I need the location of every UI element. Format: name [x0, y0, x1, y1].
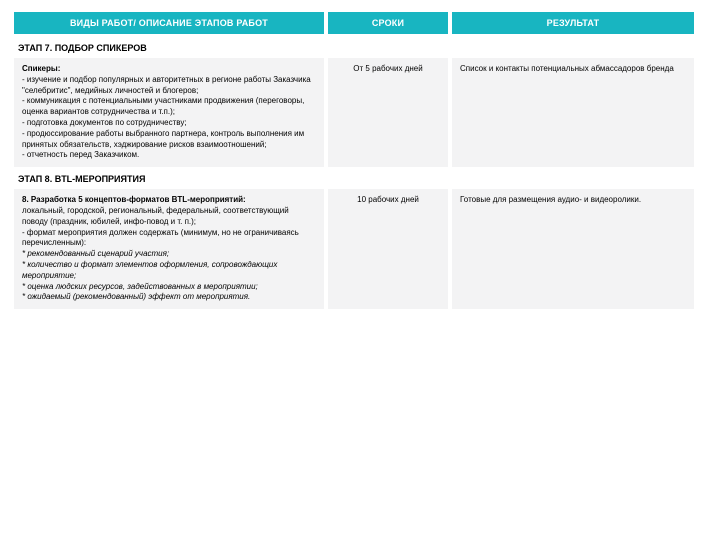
stage7-title: ЭТАП 7. ПОДБОР СПИКЕРОВ: [14, 38, 706, 58]
stage8-title: ЭТАП 8. BTL-МЕРОПРИЯТИЯ: [14, 169, 706, 189]
stage8-work: 8. Разработка 5 концептов-форматов BTL-м…: [14, 189, 324, 309]
stage8-work-heading: 8. Разработка 5 концептов-форматов BTL-м…: [22, 195, 316, 206]
header-time: СРОКИ: [328, 12, 448, 34]
stage7-work-l2: - коммуникация с потенциальными участник…: [22, 96, 316, 118]
stage8-work-i3: * оценка людских ресурсов, задействованн…: [22, 282, 316, 293]
stage7-result: Список и контакты потенциальных абмассад…: [452, 58, 694, 167]
stage7-work-l1: - изучение и подбор популярных и авторит…: [22, 75, 316, 97]
stage8-work-i4: * ожидаемый (рекомендованный) эффект от …: [22, 292, 316, 303]
stage8-time: 10 рабочих дней: [328, 189, 448, 309]
stage7-work-l4: - продюссирование работы выбранного парт…: [22, 129, 316, 151]
stage8-work-i1: * рекомендованный сценарий участия;: [22, 249, 316, 260]
stage8-work-l1: локальный, городской, региональный, феде…: [22, 206, 316, 228]
table-header: ВИДЫ РАБОТ/ ОПИСАНИЕ ЭТАПОВ РАБОТ СРОКИ …: [14, 12, 706, 34]
stage7-work-heading: Спикеры:: [22, 64, 316, 75]
stage8-row: 8. Разработка 5 концептов-форматов BTL-м…: [14, 189, 706, 309]
header-work: ВИДЫ РАБОТ/ ОПИСАНИЕ ЭТАПОВ РАБОТ: [14, 12, 324, 34]
stage7-work: Спикеры: - изучение и подбор популярных …: [14, 58, 324, 167]
header-result: РЕЗУЛЬТАТ: [452, 12, 694, 34]
stage7-row: Спикеры: - изучение и подбор популярных …: [14, 58, 706, 167]
stage8-work-i2: * количество и формат элементов оформлен…: [22, 260, 316, 282]
stage8-work-l2: - формат мероприятия должен содержать (м…: [22, 228, 316, 250]
stage7-work-l5: - отчетность перед Заказчиком.: [22, 150, 316, 161]
stage7-time: От 5 рабочих дней: [328, 58, 448, 167]
stage7-work-l3: - подготовка документов по сотрудничеств…: [22, 118, 316, 129]
stage8-result: Готовые для размещения аудио- и видеорол…: [452, 189, 694, 309]
